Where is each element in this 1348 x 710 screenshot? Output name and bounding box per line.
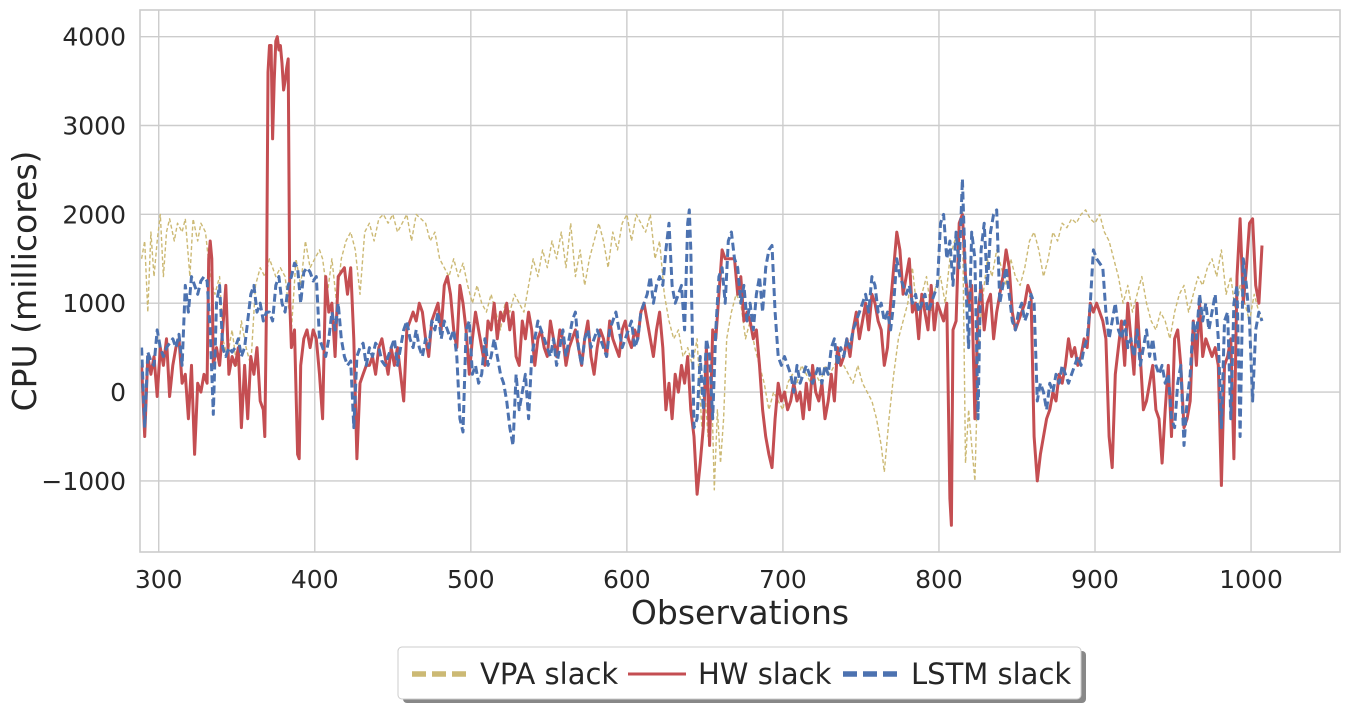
x-tick-label: 300 — [135, 565, 183, 594]
x-tick-label: 1000 — [1219, 565, 1283, 594]
plot-frame — [139, 9, 1341, 553]
y-tick-label: 3000 — [62, 112, 126, 141]
x-tick-label: 600 — [603, 565, 651, 594]
x-tick-label: 700 — [759, 565, 807, 594]
y-tick-label: 2000 — [62, 200, 126, 229]
x-tick-label: 900 — [1071, 565, 1119, 594]
legend-label: VPA slack — [480, 657, 618, 691]
y-tick-label: 4000 — [62, 23, 126, 52]
x-tick-labels: 300 400 500 600 700 800 900 1000 — [135, 565, 1283, 594]
y-tick-label: 0 — [110, 378, 126, 407]
series-group — [140, 35, 1264, 527]
y-tick-labels: −1000 0 1000 2000 3000 4000 — [41, 23, 126, 496]
x-tick-label: 500 — [447, 565, 495, 594]
y-tick-label: −1000 — [41, 467, 126, 496]
legend-label: LSTM slack — [911, 657, 1071, 691]
x-tick-label: 800 — [915, 565, 963, 594]
series-line-hw-slack — [140, 35, 1264, 527]
y-axis-label: CPU (millicores) — [5, 151, 44, 412]
legend: VPA slack HW slack LSTM slack — [397, 646, 1086, 703]
series-line-lstm-slack — [140, 177, 1264, 447]
legend-box — [397, 646, 1082, 700]
y-tick-label: 1000 — [62, 289, 126, 318]
x-axis-label: Observations — [631, 593, 849, 632]
x-tick-label: 400 — [291, 565, 339, 594]
legend-label: HW slack — [698, 657, 832, 691]
